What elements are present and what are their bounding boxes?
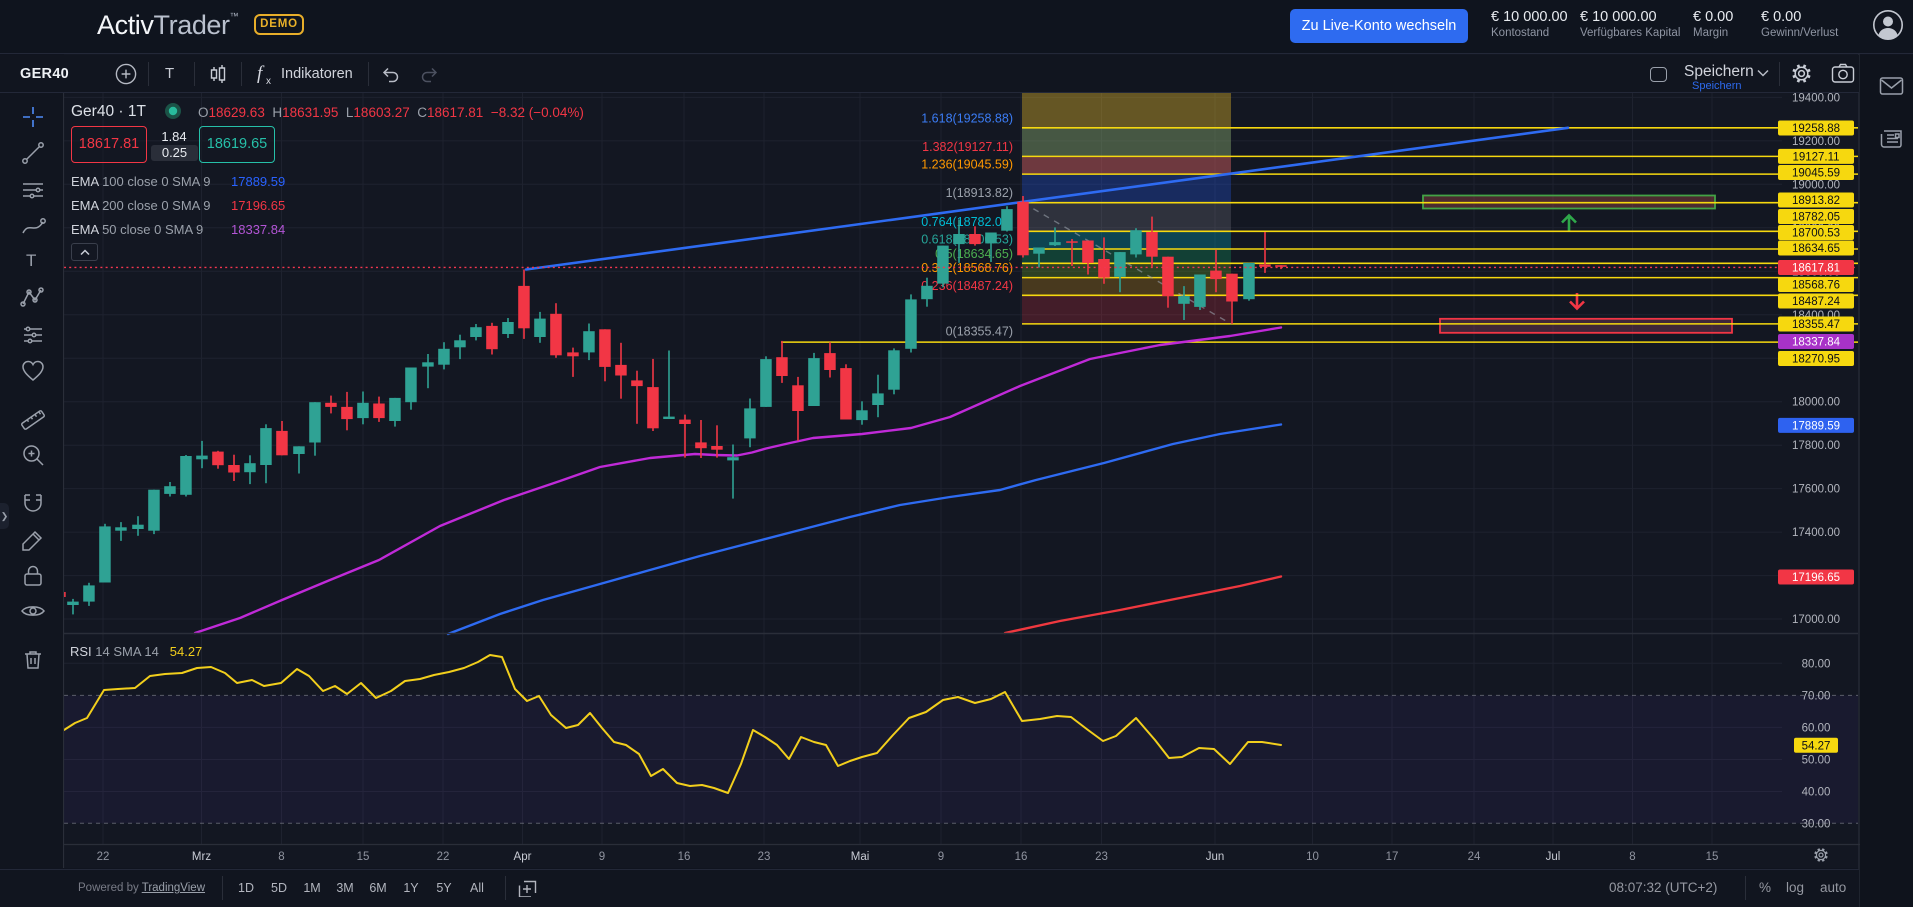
svg-text:Jul: Jul (1546, 851, 1561, 863)
svg-text:Mai: Mai (851, 851, 870, 863)
svg-text:16: 16 (1015, 851, 1028, 863)
svg-text:18000.00: 18000.00 (1792, 397, 1840, 409)
svg-text:0.236(18487.24): 0.236(18487.24) (921, 279, 1013, 293)
svg-text:17800.00: 17800.00 (1792, 440, 1840, 452)
svg-text:19000.00: 19000.00 (1792, 179, 1840, 191)
svg-text:0.764(18782.05): 0.764(18782.05) (921, 215, 1013, 229)
svg-text:50.00: 50.00 (1802, 755, 1831, 767)
svg-text:17: 17 (1386, 851, 1399, 863)
svg-text:19200.00: 19200.00 (1792, 136, 1840, 148)
svg-text:23: 23 (1095, 851, 1108, 863)
svg-text:0.5(18634.65): 0.5(18634.65) (935, 247, 1013, 261)
svg-text:0.382(18568.76): 0.382(18568.76) (921, 261, 1013, 275)
svg-text:17400.00: 17400.00 (1792, 527, 1840, 539)
svg-text:9: 9 (599, 851, 605, 863)
svg-text:Apr: Apr (514, 851, 532, 863)
svg-text:1.236(19045.59): 1.236(19045.59) (921, 158, 1013, 172)
svg-text:1.618(19258.88): 1.618(19258.88) (921, 111, 1013, 125)
svg-text:17196.65: 17196.65 (1792, 572, 1840, 584)
svg-text:19258.88: 19258.88 (1792, 123, 1840, 135)
svg-text:19400.00: 19400.00 (1792, 92, 1840, 104)
svg-text:Jun: Jun (1206, 851, 1225, 863)
svg-text:18270.95: 18270.95 (1792, 354, 1840, 366)
svg-text:17600.00: 17600.00 (1792, 484, 1840, 496)
svg-text:9: 9 (938, 851, 944, 863)
svg-text:24: 24 (1468, 851, 1481, 863)
svg-text:18568.76: 18568.76 (1792, 280, 1840, 292)
svg-text:18337.84: 18337.84 (1792, 337, 1841, 349)
svg-text:54.27: 54.27 (1802, 740, 1831, 752)
svg-text:18782.05: 18782.05 (1792, 212, 1840, 224)
svg-text:8: 8 (278, 851, 284, 863)
svg-text:0(18355.47): 0(18355.47) (946, 324, 1013, 338)
svg-text:17889.59: 17889.59 (1792, 420, 1840, 432)
svg-text:30.00: 30.00 (1802, 819, 1831, 831)
svg-text:8: 8 (1629, 851, 1635, 863)
svg-text:18617.81: 18617.81 (1792, 263, 1840, 275)
svg-text:18487.24: 18487.24 (1792, 296, 1841, 308)
svg-text:40.00: 40.00 (1802, 787, 1831, 799)
svg-text:19045.59: 19045.59 (1792, 168, 1840, 180)
svg-text:1(18913.82): 1(18913.82) (946, 186, 1013, 200)
svg-text:16: 16 (678, 851, 691, 863)
svg-text:18913.82: 18913.82 (1792, 195, 1840, 207)
svg-text:19127.11: 19127.11 (1792, 151, 1839, 163)
svg-text:f: f (257, 63, 265, 84)
svg-text:22: 22 (97, 851, 110, 863)
svg-text:x: x (266, 76, 271, 87)
svg-text:0.618(18700.53): 0.618(18700.53) (921, 233, 1013, 247)
svg-text:22: 22 (437, 851, 450, 863)
svg-text:70.00: 70.00 (1802, 690, 1831, 702)
svg-text:23: 23 (758, 851, 771, 863)
svg-text:18634.65: 18634.65 (1792, 243, 1840, 255)
svg-text:18700.53: 18700.53 (1792, 228, 1840, 240)
svg-text:80.00: 80.00 (1802, 658, 1831, 670)
svg-text:17000.00: 17000.00 (1792, 614, 1840, 626)
svg-text:1.382(19127.11): 1.382(19127.11) (922, 140, 1013, 154)
svg-text:15: 15 (1706, 851, 1719, 863)
svg-text:10: 10 (1306, 851, 1319, 863)
svg-text:Mrz: Mrz (192, 851, 211, 863)
svg-text:15: 15 (357, 851, 370, 863)
svg-text:18355.47: 18355.47 (1792, 319, 1840, 331)
svg-text:60.00: 60.00 (1802, 722, 1831, 734)
